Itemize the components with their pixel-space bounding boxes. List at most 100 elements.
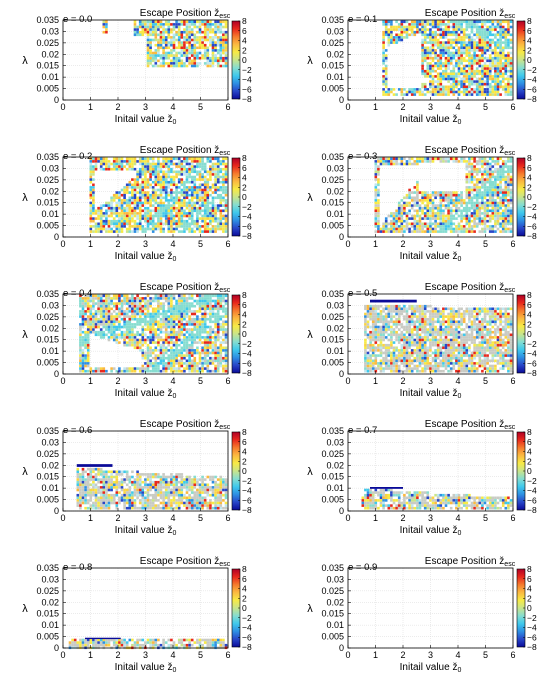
heatmap-cell <box>125 297 129 300</box>
heatmap-cell <box>470 162 474 166</box>
heatmap-cell <box>504 191 508 194</box>
heatmap-cell <box>483 69 487 73</box>
heatmap-cell <box>507 222 510 226</box>
heatmap-cell <box>444 157 448 161</box>
heatmap-cell <box>382 20 385 24</box>
heatmap-cell <box>198 302 202 305</box>
heatmap-cell <box>188 30 191 34</box>
heatmap-cell <box>447 43 450 47</box>
heatmap-cell <box>190 157 194 161</box>
heatmap-cell <box>416 212 419 215</box>
heatmap-cell <box>504 93 508 96</box>
heatmap-cell <box>81 302 85 305</box>
heatmap-cell <box>190 364 194 368</box>
heatmap-cell <box>507 199 510 202</box>
heatmap-cell <box>457 90 461 94</box>
heatmap-cell <box>499 188 502 192</box>
heatmap-cell <box>149 38 152 42</box>
heatmap-cell <box>442 90 445 94</box>
heatmap-cell <box>457 80 461 83</box>
heatmap-cell <box>224 193 228 197</box>
heatmap-cell <box>99 304 103 308</box>
heatmap-cell <box>507 175 510 179</box>
x-tick-label: 2 <box>400 239 405 249</box>
heatmap-cell <box>449 25 453 29</box>
heatmap-cell <box>449 193 453 197</box>
heatmap-cell <box>486 28 489 31</box>
heatmap-cell <box>501 20 505 24</box>
heatmap-cell <box>81 325 85 329</box>
heatmap-cell <box>167 299 171 303</box>
heatmap-cell <box>151 312 155 316</box>
heatmap-cell <box>499 222 502 226</box>
heatmap-cell <box>390 30 393 34</box>
heatmap-cell <box>193 56 197 60</box>
heatmap-cell <box>196 41 199 44</box>
x-axis-label: Initail value ž0 <box>115 251 177 263</box>
heatmap-cell <box>206 170 210 174</box>
heatmap-cell <box>185 188 189 192</box>
x-tick-label: 1 <box>88 102 93 112</box>
heatmap-cell <box>151 180 155 184</box>
heatmap-cell <box>118 157 121 161</box>
heatmap-cell <box>185 49 189 52</box>
heatmap-cell <box>462 82 466 86</box>
heatmap-cell <box>488 88 492 91</box>
heatmap-cell <box>159 230 163 233</box>
heatmap-cell <box>84 336 87 339</box>
heatmap-cell <box>434 33 437 37</box>
heatmap-cell <box>170 367 173 370</box>
heatmap-cell <box>486 201 489 205</box>
heatmap-cell <box>418 90 422 94</box>
heatmap-cell <box>157 320 160 324</box>
heatmap-cell <box>400 222 404 226</box>
heatmap-cell <box>167 199 171 202</box>
heatmap-cell <box>159 191 163 194</box>
heatmap-cell <box>146 323 150 326</box>
colorbar-tick-label: 4 <box>242 173 247 183</box>
heatmap-cell <box>198 227 202 231</box>
heatmap-cell <box>494 51 497 55</box>
heatmap-cell <box>507 201 510 205</box>
heatmap-cell <box>222 204 225 207</box>
heatmap-cell <box>86 343 90 347</box>
heatmap-cell <box>442 193 445 197</box>
heatmap-cell <box>138 209 142 213</box>
heatmap-cell <box>146 294 150 298</box>
heatmap-cell <box>374 162 378 166</box>
heatmap-cell <box>478 217 482 220</box>
heatmap-cell <box>170 297 173 300</box>
heatmap-cell <box>141 367 145 370</box>
heatmap-cell <box>175 62 178 65</box>
heatmap-cell <box>188 297 191 300</box>
heatmap-cell <box>177 217 181 220</box>
heatmap-cell <box>504 230 508 233</box>
heatmap-cell <box>193 359 197 363</box>
heatmap-cell <box>397 227 401 231</box>
heatmap-cell <box>436 33 440 37</box>
heatmap-cell <box>447 51 450 55</box>
heatmap-cell <box>418 230 422 233</box>
heatmap-cell <box>190 310 194 313</box>
heatmap-cell <box>94 162 98 166</box>
heatmap-cell <box>384 217 388 220</box>
heatmap-cell <box>154 362 158 365</box>
heatmap-cell <box>123 343 126 347</box>
heatmap-cell <box>193 312 197 316</box>
heatmap-cell <box>488 186 492 189</box>
heatmap-cell <box>92 302 95 305</box>
heatmap-cell <box>136 343 139 347</box>
heatmap-cell <box>214 188 217 192</box>
heatmap-cell <box>439 28 443 31</box>
heatmap-cell <box>164 356 168 360</box>
heatmap-cell <box>102 320 106 324</box>
heatmap-cell <box>112 330 116 334</box>
heatmap-cell <box>444 222 448 226</box>
heatmap-cell <box>157 328 160 331</box>
heatmap-cell <box>120 204 124 207</box>
heatmap-cell <box>400 160 404 163</box>
heatmap-cell <box>201 167 204 171</box>
heatmap-cell <box>219 38 223 42</box>
heatmap-cell <box>447 72 450 76</box>
heatmap-cell <box>102 160 106 163</box>
